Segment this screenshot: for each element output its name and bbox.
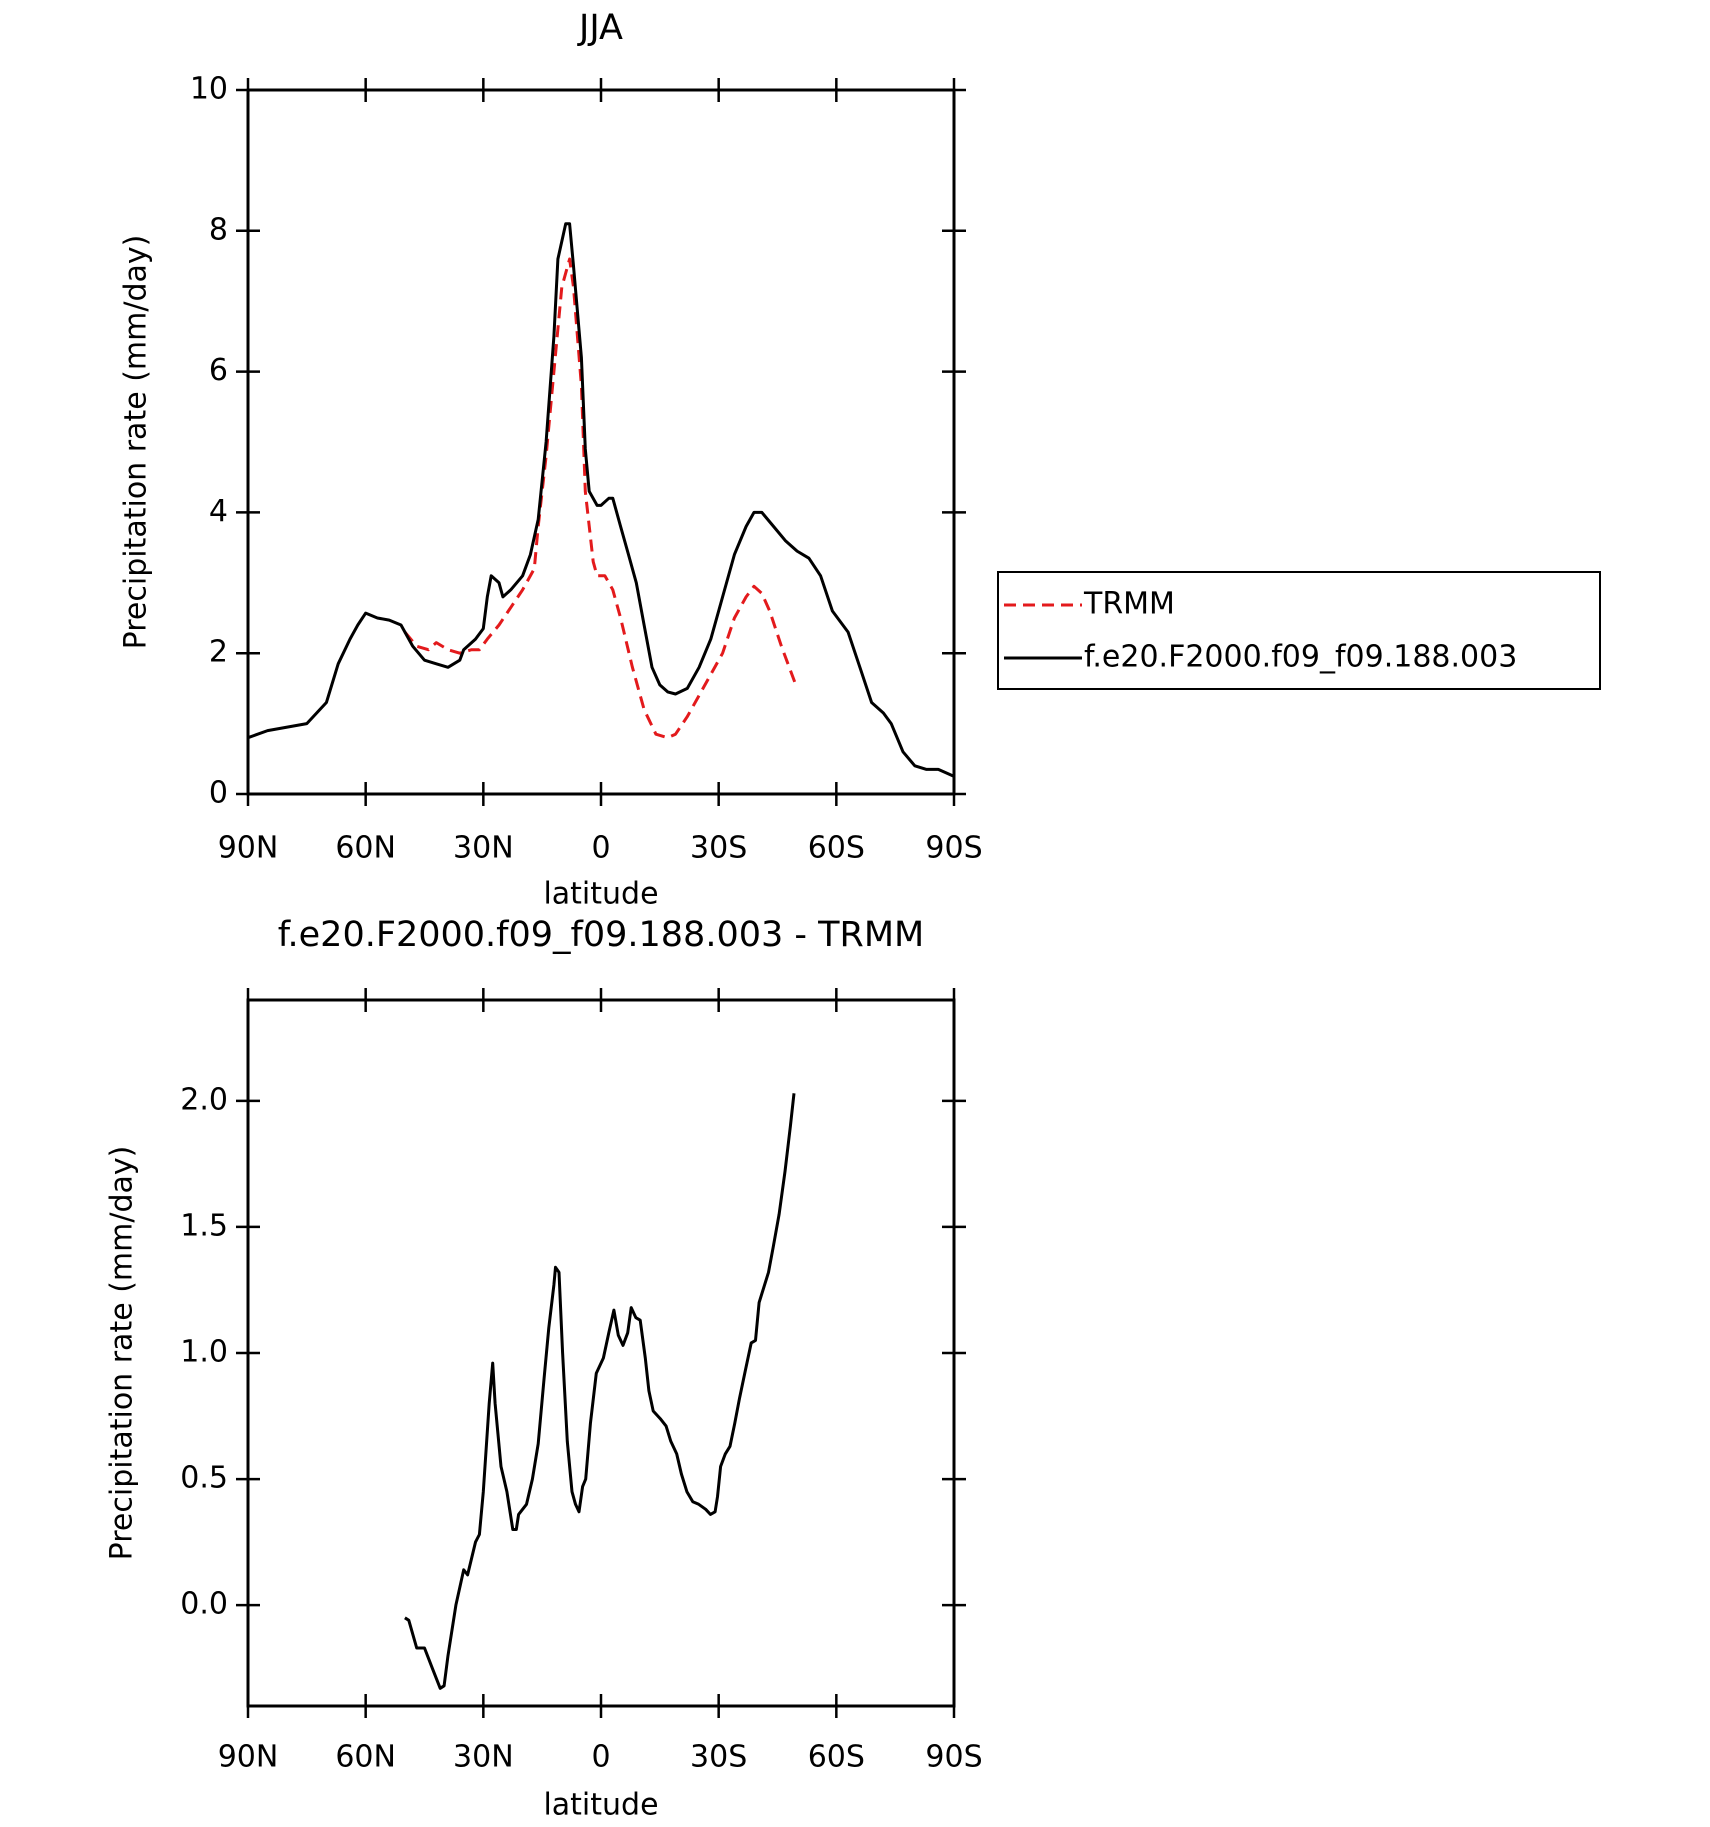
- y-tick-label: 4: [209, 494, 228, 529]
- data-line: [403, 257, 799, 740]
- plot-frame: [246, 998, 956, 1708]
- x-tick-label: 90N: [218, 831, 279, 866]
- y-tick-label: 2.0: [180, 1082, 228, 1117]
- y-tick-label: 6: [209, 353, 228, 388]
- x-tick-label: 90S: [925, 1740, 982, 1775]
- data-line: [404, 1093, 796, 1690]
- x-tick-label: 90N: [218, 1740, 279, 1775]
- x-tick-label: 90S: [925, 831, 982, 866]
- y-tick-label: 1.0: [180, 1335, 228, 1370]
- legend-label: TRMM: [1083, 587, 1175, 622]
- y-tick-label: 0.0: [180, 1587, 228, 1622]
- x-axis-label: latitude: [543, 1788, 658, 1823]
- x-tick-label: 0: [591, 831, 610, 866]
- x-tick-label: 60N: [335, 1740, 396, 1775]
- chart-title: JJA: [577, 8, 623, 48]
- x-tick-label: 30S: [690, 831, 747, 866]
- y-axis-label: Precipitation rate (mm/day): [105, 1146, 140, 1561]
- legend-box: [997, 571, 1601, 690]
- y-axis-label: Precipitation rate (mm/day): [119, 235, 154, 650]
- data-line: [247, 222, 955, 778]
- legend-label: f.e20.F2000.f09_f09.188.003: [1084, 640, 1517, 675]
- x-tick-label: 30S: [690, 1740, 747, 1775]
- y-tick-label: 0.5: [180, 1461, 228, 1496]
- y-tick-label: 0: [209, 776, 228, 811]
- x-tick-label: 0: [591, 1740, 610, 1775]
- x-axis-label: latitude: [543, 877, 658, 912]
- x-tick-label: 30N: [453, 831, 514, 866]
- y-tick-label: 8: [209, 212, 228, 247]
- y-tick-label: 2: [209, 635, 228, 670]
- legend: TRMM f.e20.F2000.f09_f09.188.003: [997, 571, 1601, 690]
- chart-title: f.e20.F2000.f09_f09.188.003 - TRMM: [278, 915, 924, 955]
- x-tick-label: 60N: [335, 831, 396, 866]
- y-tick-label: 1.5: [180, 1208, 228, 1243]
- x-tick-label: 60S: [808, 831, 865, 866]
- y-tick-label: 10: [190, 72, 228, 107]
- plot-frame: [246, 88, 956, 796]
- x-tick-label: 60S: [808, 1740, 865, 1775]
- x-tick-label: 30N: [453, 1740, 514, 1775]
